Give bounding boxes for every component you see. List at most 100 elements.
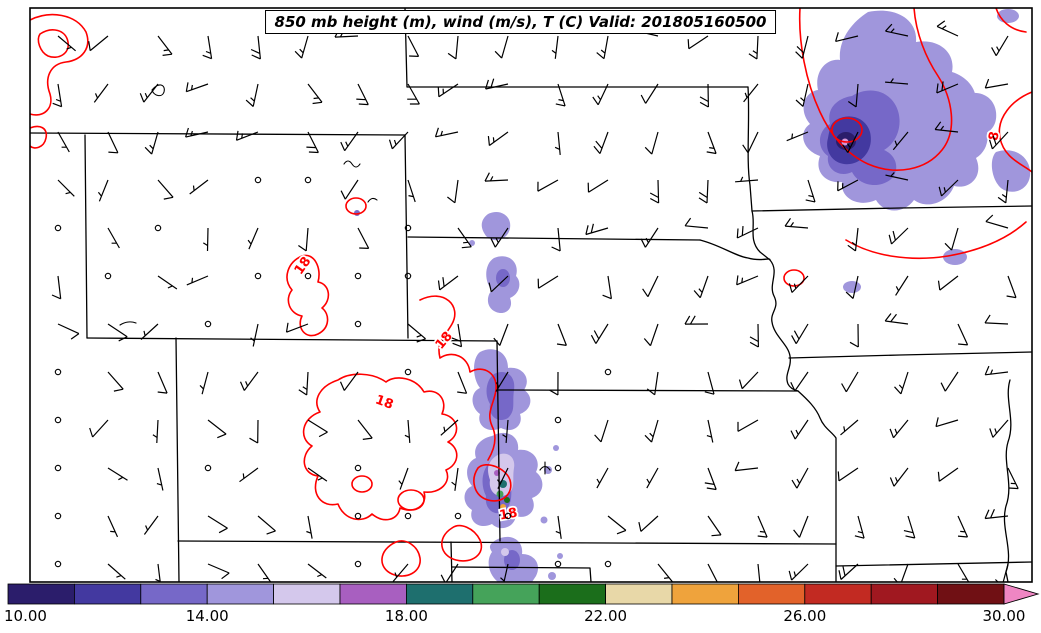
calm-wind-circle xyxy=(54,512,62,520)
wind-barb xyxy=(936,81,959,94)
wind-barb xyxy=(549,371,559,396)
wind-barb xyxy=(847,83,859,108)
wind-barb xyxy=(706,419,714,443)
wind-barb xyxy=(935,417,959,428)
wind-barb xyxy=(57,131,70,153)
wind-barb xyxy=(357,419,373,440)
colorbar-segment xyxy=(74,583,142,605)
wind-barb xyxy=(451,323,463,348)
wind-barb xyxy=(649,179,660,204)
contour-label: 18 xyxy=(433,329,456,353)
wind-barb xyxy=(643,323,659,347)
wind-barb xyxy=(989,131,1009,150)
wind-barb xyxy=(704,371,715,395)
wind-barb xyxy=(640,83,659,104)
wind-barb xyxy=(451,467,459,491)
wind-barb xyxy=(537,275,559,289)
calm-wind-circle xyxy=(404,512,412,520)
wind-barb xyxy=(57,35,76,52)
height-contour xyxy=(539,461,551,475)
wind-barb xyxy=(847,227,859,252)
wind-barb xyxy=(596,467,609,489)
wind-barb xyxy=(143,515,159,535)
temp-contour xyxy=(845,221,1027,260)
wind-barb xyxy=(495,371,509,392)
wind-barb xyxy=(157,35,173,56)
precip-blob xyxy=(843,281,861,293)
wind-barb xyxy=(502,419,509,443)
wind-barb xyxy=(585,223,609,236)
wind-barb xyxy=(936,20,959,37)
wind-barb xyxy=(139,83,159,103)
wind-barb xyxy=(791,323,809,345)
wind-barb xyxy=(790,371,809,392)
wind-barb xyxy=(837,179,859,192)
wind-barb xyxy=(748,35,759,60)
wind-barb xyxy=(554,131,561,155)
colorbar-tick-label: 18.00 xyxy=(385,607,428,625)
colorbar-segment xyxy=(405,583,474,605)
calm-wind-circle xyxy=(354,272,362,280)
wind-barb xyxy=(398,467,409,490)
wind-barb xyxy=(1007,467,1019,490)
state-line xyxy=(407,236,701,241)
precip-blob xyxy=(469,240,475,246)
wind-barb xyxy=(646,371,659,396)
colorbar-segment xyxy=(7,583,75,605)
colorbar-tick-label: 10.00 xyxy=(4,607,47,625)
wind-barb xyxy=(239,467,259,483)
precipitation-shading xyxy=(354,9,1031,582)
wind-barb xyxy=(307,83,323,105)
colorbar-segment xyxy=(937,583,1005,605)
colorbar-segment xyxy=(605,583,673,605)
wind-barb xyxy=(984,365,1009,376)
wind-barb xyxy=(997,179,1009,204)
wind-barb xyxy=(285,322,309,333)
precip-spot xyxy=(496,490,504,498)
calm-wind-circle xyxy=(304,176,312,184)
calm-wind-circle xyxy=(504,512,512,520)
state-line xyxy=(788,351,1032,359)
river-line xyxy=(1003,379,1012,582)
wind-barb xyxy=(207,563,230,580)
calm-wind-circle xyxy=(54,464,62,472)
wind-barb xyxy=(339,371,359,391)
state-line xyxy=(751,205,1032,212)
wind-barb xyxy=(698,179,709,204)
wind-barb xyxy=(107,131,119,154)
wind-barb xyxy=(957,515,969,538)
wind-barb xyxy=(735,176,759,183)
state-line xyxy=(177,540,837,545)
state-line xyxy=(84,134,88,339)
state-line xyxy=(835,561,1032,567)
wind-barb xyxy=(152,419,159,444)
wind-barb xyxy=(903,515,916,539)
wind-barb xyxy=(684,315,709,325)
wind-barb xyxy=(357,227,370,249)
wind-barb xyxy=(185,127,209,138)
calm-wind-circle xyxy=(104,272,112,280)
wind-barb xyxy=(788,563,809,581)
calm-wind-circle xyxy=(554,416,562,424)
precip-blob xyxy=(544,466,552,474)
wind-barb xyxy=(447,179,459,204)
wind-barb xyxy=(340,131,359,152)
precip-blob xyxy=(486,371,515,421)
calm-wind-circle xyxy=(354,512,362,520)
temp-contour xyxy=(441,524,483,562)
wind-barb xyxy=(889,419,909,439)
wind-barb xyxy=(500,563,509,582)
state-line xyxy=(451,566,592,582)
colorbar-overflow-arrow xyxy=(1003,583,1040,605)
wind-barb xyxy=(687,35,709,50)
colorbar-tick-label: 30.00 xyxy=(983,607,1026,625)
wind-barb xyxy=(704,467,717,491)
wind-barb xyxy=(239,371,259,391)
wind-barb xyxy=(249,419,259,444)
wind-barb xyxy=(895,275,909,296)
wind-barb xyxy=(593,131,609,154)
colorbar-segment xyxy=(472,583,540,605)
colorbar-segment xyxy=(140,583,208,605)
wind-barb xyxy=(298,227,309,252)
